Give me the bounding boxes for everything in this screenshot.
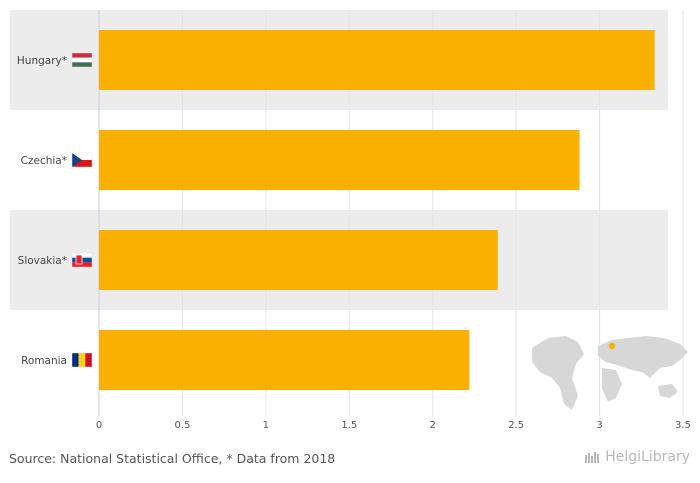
bar-chart: Hungary* Czechia* Slovakia* Romania 0 0.5 1 1.… bbox=[10, 10, 691, 431]
library-icon bbox=[584, 450, 602, 464]
flag-icon bbox=[71, 152, 93, 168]
bars bbox=[99, 30, 655, 390]
x-tick-label: 3 bbox=[596, 420, 602, 431]
x-tick-label: 2 bbox=[430, 420, 436, 431]
brand-logo[interactable]: HelgiLibrary bbox=[584, 449, 690, 465]
x-tick-label: 1.5 bbox=[341, 420, 357, 431]
bar[interactable] bbox=[99, 330, 470, 390]
x-tick-label: 0.5 bbox=[174, 420, 190, 431]
flag-icon bbox=[71, 352, 93, 368]
category-label: Hungary* bbox=[17, 55, 67, 67]
category-labels: Hungary* Czechia* Slovakia* Romania bbox=[17, 55, 67, 367]
x-tick-labels: 0 0.5 1 1.5 2 2.5 3 3.5 bbox=[96, 420, 691, 431]
flag-icons bbox=[71, 52, 93, 368]
flag-icon bbox=[71, 52, 93, 68]
x-tick-label: 2.5 bbox=[508, 420, 524, 431]
map-highlight-marker bbox=[608, 342, 616, 350]
category-label: Slovakia* bbox=[18, 255, 67, 267]
world-map-watermark bbox=[532, 336, 688, 410]
bar[interactable] bbox=[99, 130, 580, 190]
bar[interactable] bbox=[99, 30, 655, 90]
source-note: Source: National Statistical Office, * D… bbox=[9, 451, 336, 466]
bar[interactable] bbox=[99, 230, 498, 290]
x-tick-label: 3.5 bbox=[675, 420, 691, 431]
category-label: Czechia* bbox=[21, 155, 67, 167]
map-marker bbox=[608, 342, 616, 350]
category-label: Romania bbox=[21, 355, 67, 367]
brand-name: HelgiLibrary bbox=[605, 449, 690, 465]
x-tick-label: 0 bbox=[96, 420, 102, 431]
flag-icon bbox=[71, 252, 93, 268]
x-tick-label: 1 bbox=[263, 420, 269, 431]
